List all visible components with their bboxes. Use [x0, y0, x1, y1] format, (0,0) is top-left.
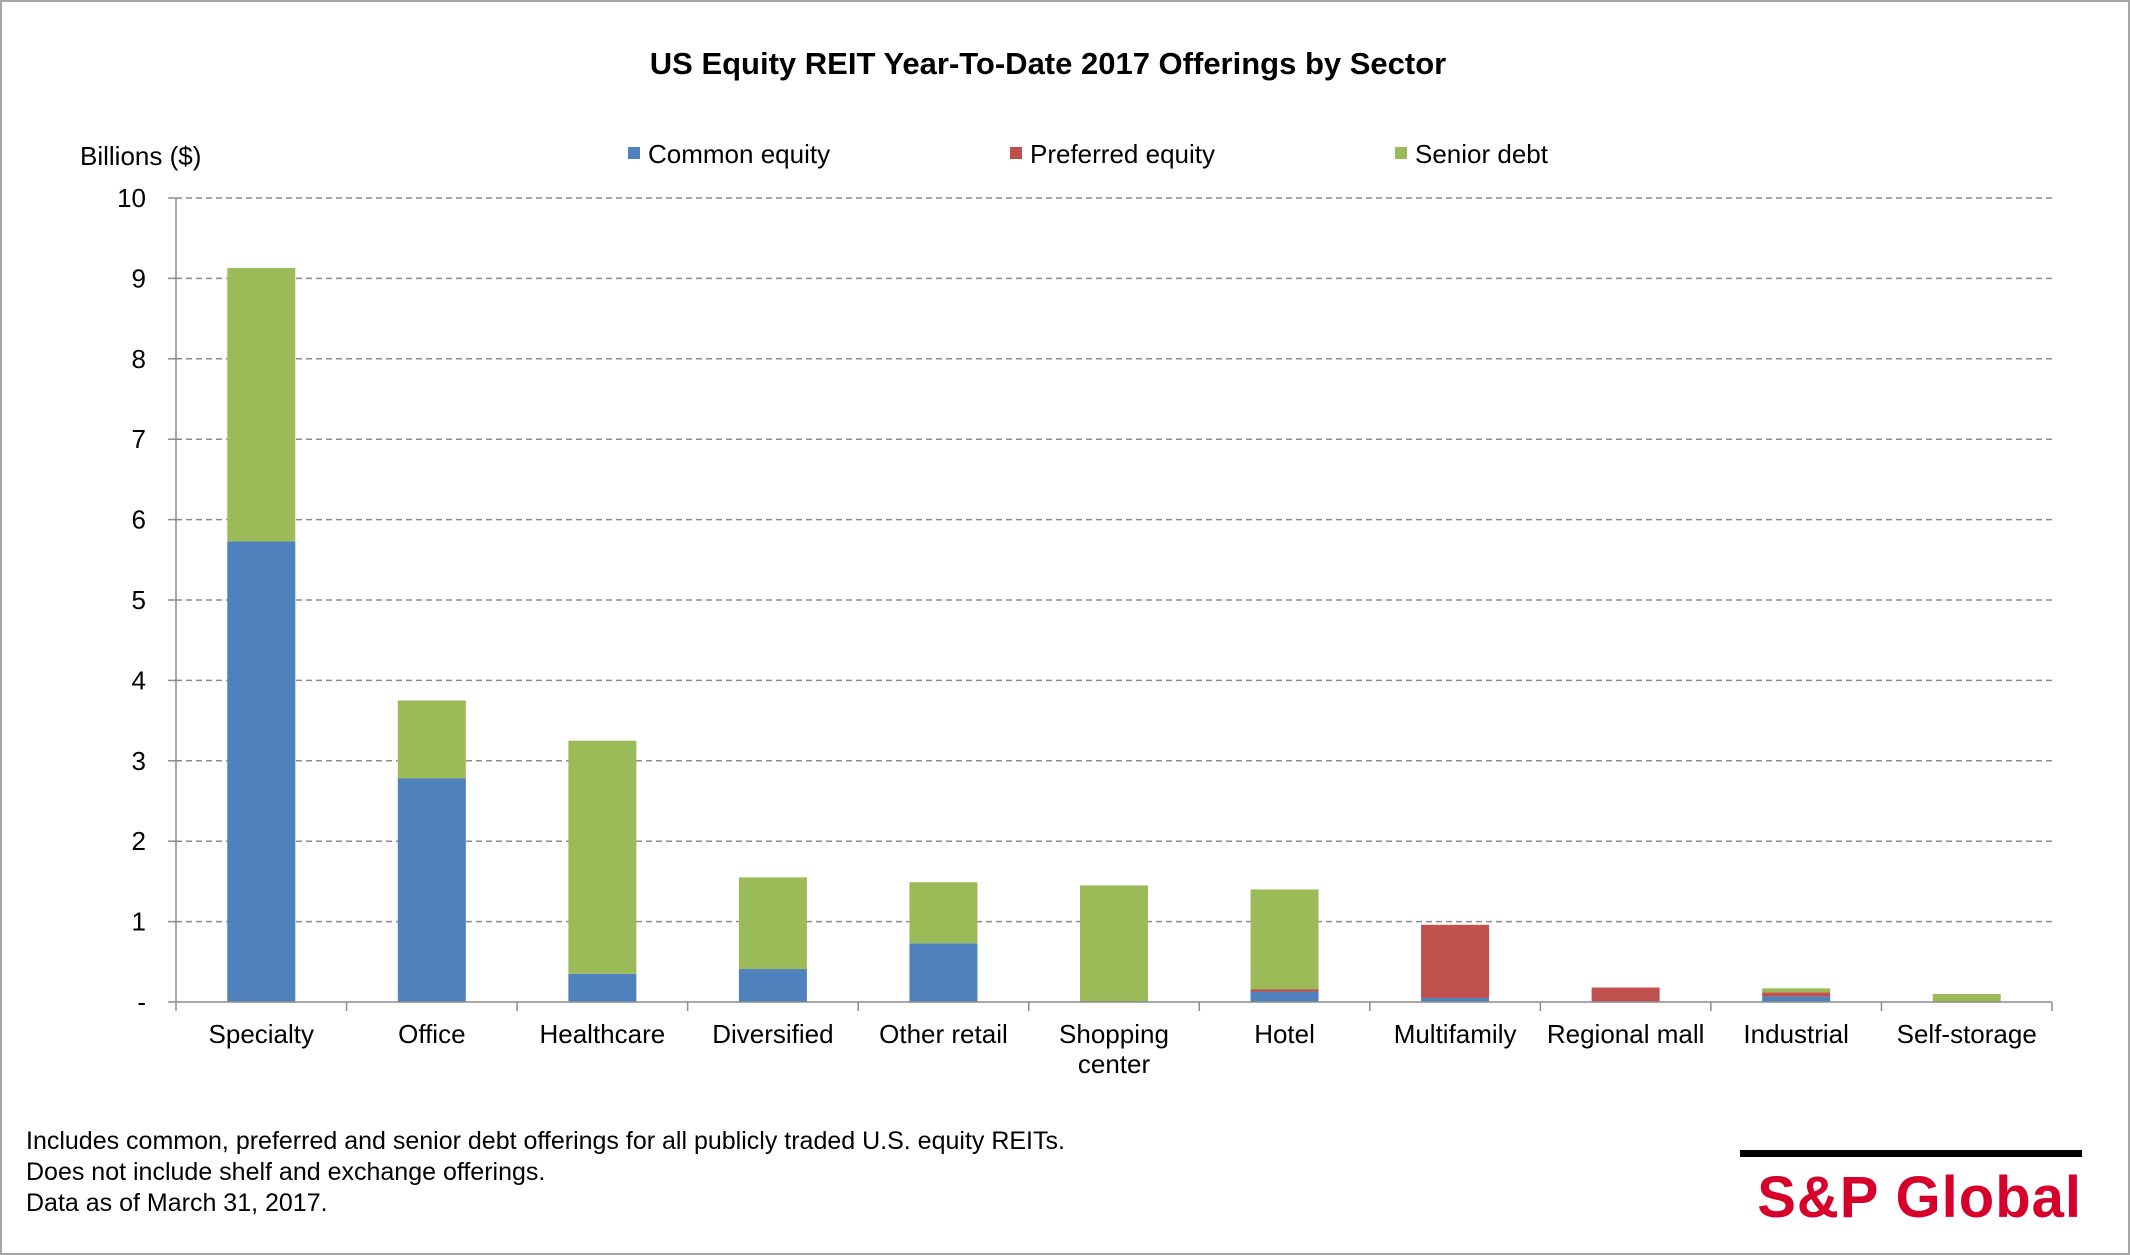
bar-segment — [738, 877, 807, 970]
bar-segment — [227, 541, 296, 1002]
bar-segment — [227, 267, 296, 542]
axes: - 1 2 3 4 5 6 7 8 9 10 Specialty Office Healthcare Div… — [117, 183, 2053, 1079]
bar-segment — [1421, 924, 1490, 998]
x-tick-label: Other retail — [879, 1019, 1008, 1049]
bar-segment — [1250, 889, 1319, 990]
x-tick-label: Regional mall — [1547, 1019, 1705, 1049]
legend-swatch — [1395, 147, 1407, 159]
y-tick-label: 1 — [132, 907, 146, 937]
legend-label: Preferred equity — [1030, 139, 1215, 169]
footnote-3: Data as of March 31, 2017. — [26, 1189, 328, 1217]
y-tick-label: 4 — [132, 665, 146, 695]
bar-segment — [1250, 989, 1319, 992]
legend-swatch — [1010, 147, 1022, 159]
bar-segment — [738, 969, 807, 1002]
y-tick-label: 5 — [132, 585, 146, 615]
logo-bar — [1740, 1150, 2082, 1157]
x-tick-label: Shopping — [1059, 1019, 1169, 1049]
y-axis-label: Billions ($) — [80, 141, 201, 171]
bar-segment — [1250, 991, 1319, 1002]
bars — [227, 267, 2001, 1002]
bar-segment — [568, 973, 637, 1002]
bar-segment — [1762, 996, 1831, 1002]
bar-segment — [1080, 885, 1148, 1002]
x-tick-label: Multifamily — [1394, 1019, 1517, 1049]
chart-title: US Equity REIT Year-To-Date 2017 Offerin… — [650, 46, 1446, 81]
bar-segment — [1762, 992, 1831, 997]
legend-swatch — [628, 147, 640, 159]
x-tick-label: Office — [398, 1019, 465, 1049]
bar-segment — [1421, 997, 1490, 1002]
sp-global-logo: S&P Global — [1740, 1150, 2082, 1227]
y-tick-label: 10 — [117, 183, 146, 213]
y-tick-label: - — [137, 987, 146, 1017]
y-tick-label: 2 — [132, 826, 146, 856]
bar-segment — [1591, 987, 1660, 1002]
legend-label: Senior debt — [1415, 139, 1549, 169]
legend-label: Common equity — [648, 139, 830, 169]
x-tick-label: Self-storage — [1897, 1019, 2037, 1049]
y-tick-label: 9 — [132, 263, 146, 293]
legend: Common equity Preferred equity Senior debt — [628, 139, 1549, 169]
y-tick-label: 6 — [132, 505, 146, 535]
x-tick-label: Industrial — [1743, 1019, 1849, 1049]
x-tick-label: Specialty — [209, 1019, 315, 1049]
y-tick-label: 8 — [132, 344, 146, 374]
gridlines — [176, 197, 2052, 923]
x-tick-label: Hotel — [1254, 1019, 1315, 1049]
logo-text: S&P Global — [1757, 1165, 2082, 1230]
bar-segment — [568, 740, 637, 974]
bar-segment — [909, 943, 978, 1002]
x-tick-label: Healthcare — [539, 1019, 665, 1049]
y-tick-label: 3 — [132, 746, 146, 776]
y-tick-label: 7 — [132, 424, 146, 454]
bar-segment — [397, 778, 466, 1002]
footnote-1: Includes common, preferred and senior de… — [26, 1127, 1065, 1155]
x-tick-label: Diversified — [712, 1019, 833, 1049]
bar-segment — [909, 882, 978, 944]
bar-segment — [397, 700, 466, 779]
bar-segment — [1932, 993, 2001, 1002]
x-tick-label: center — [1078, 1049, 1151, 1079]
bar-segment — [1762, 988, 1831, 993]
footnote-2: Does not include shelf and exchange offe… — [26, 1158, 546, 1186]
